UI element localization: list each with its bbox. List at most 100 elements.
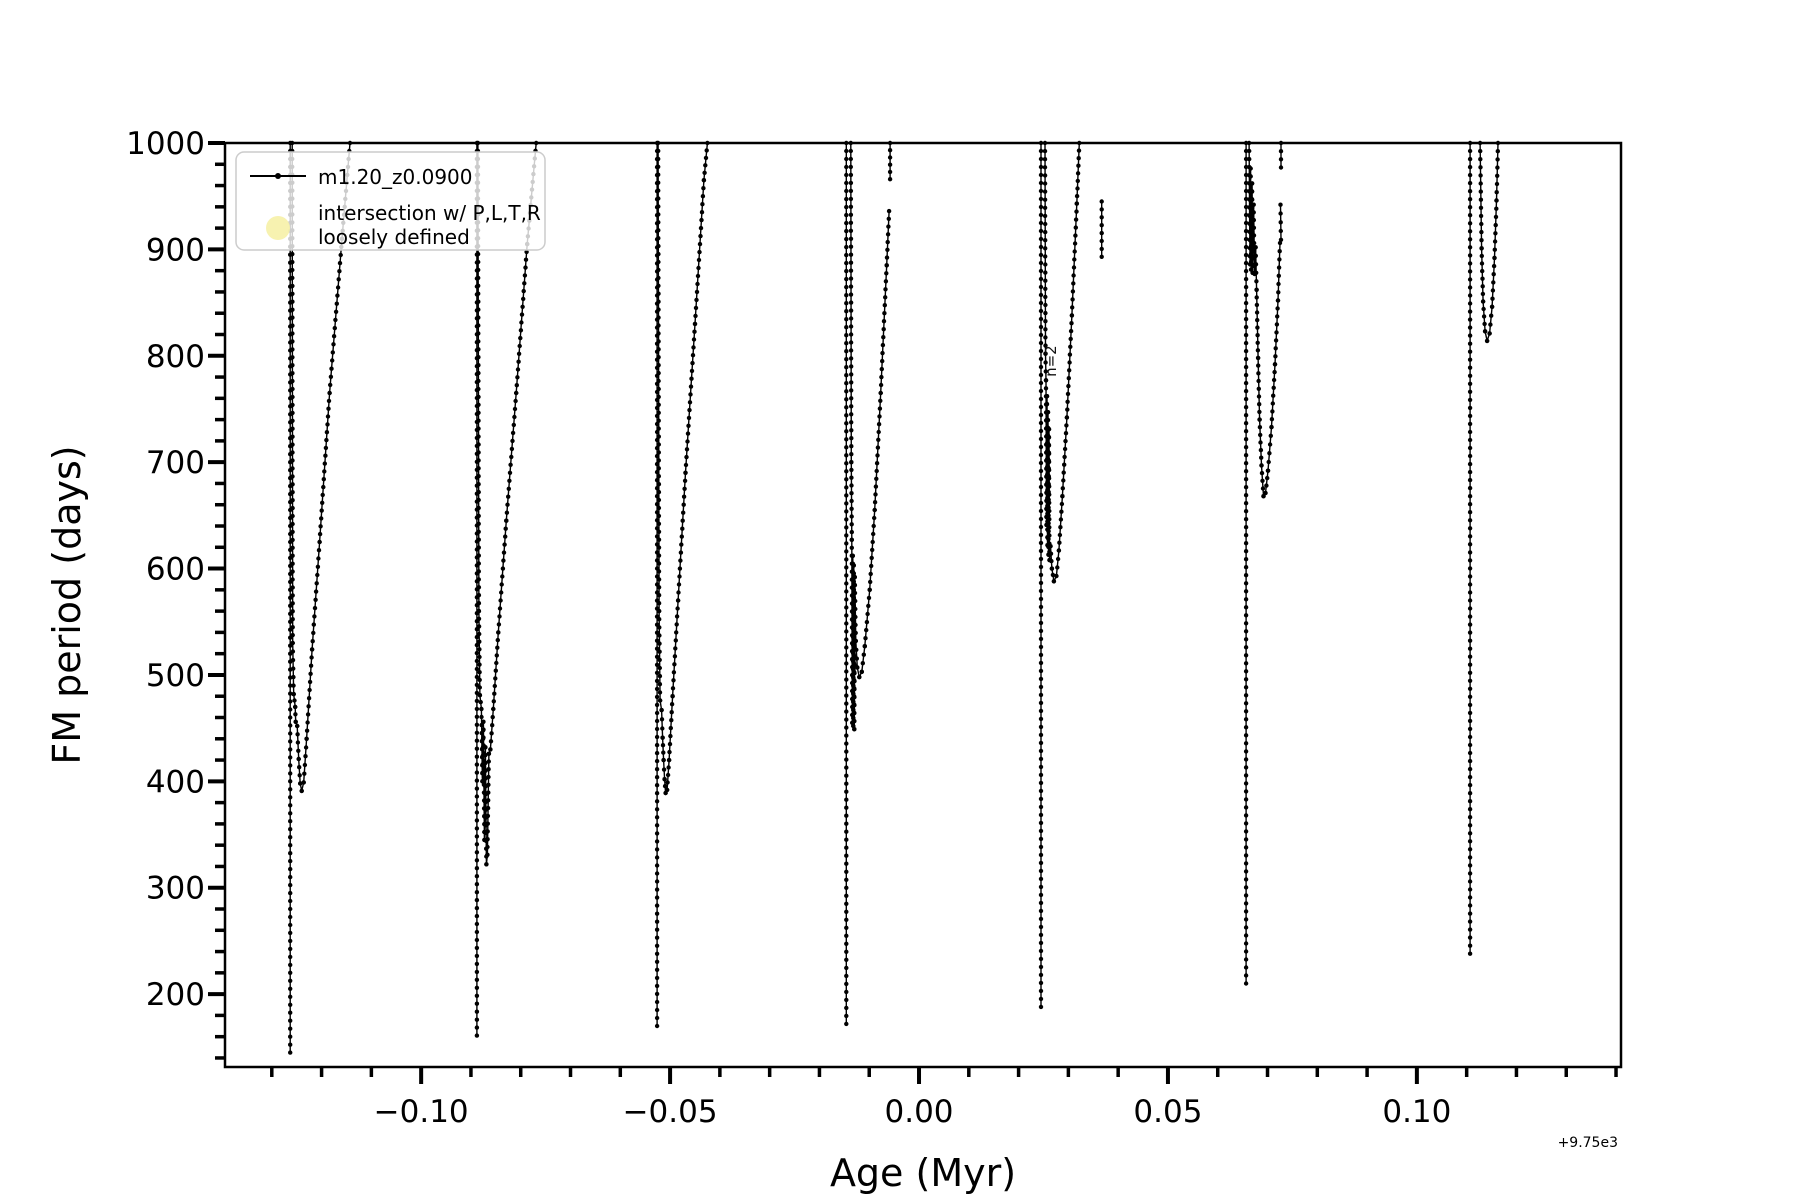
series-marker	[1051, 579, 1057, 584]
series-marker	[484, 862, 489, 867]
series-marker	[1494, 198, 1499, 203]
series-marker	[659, 717, 665, 722]
series-marker	[1251, 225, 1257, 230]
series-marker	[1099, 246, 1104, 252]
series-marker	[1060, 486, 1066, 491]
series-marker	[665, 772, 671, 778]
series-marker	[1258, 440, 1263, 445]
series-marker	[476, 450, 481, 455]
series-marker	[844, 869, 849, 874]
series-marker	[1467, 750, 1473, 756]
series-marker	[878, 390, 883, 396]
series-marker	[657, 625, 662, 630]
series-marker	[1467, 349, 1473, 354]
series-marker	[1099, 207, 1104, 212]
series-marker	[1059, 509, 1064, 514]
series-marker	[1243, 180, 1249, 186]
series-marker	[476, 482, 481, 487]
series-marker	[656, 331, 661, 336]
series-marker	[1038, 844, 1044, 850]
series-marker	[654, 678, 660, 684]
series-marker	[844, 148, 849, 154]
series-marker	[1467, 887, 1473, 892]
series-marker	[1467, 855, 1473, 860]
series-marker	[491, 699, 496, 704]
series-marker	[876, 429, 881, 435]
series-marker	[474, 754, 480, 759]
series-marker	[656, 363, 661, 368]
series-marker	[288, 1010, 293, 1015]
series-marker	[1495, 157, 1500, 162]
series-marker	[844, 268, 849, 274]
series-marker	[693, 313, 698, 319]
series-marker	[849, 467, 854, 473]
series-marker	[290, 529, 295, 535]
series-marker	[1063, 431, 1069, 436]
series-marker	[848, 196, 854, 202]
series-marker	[1065, 407, 1070, 412]
series-marker	[1038, 308, 1044, 314]
series-marker	[674, 614, 680, 619]
series-marker	[1270, 401, 1276, 406]
series-marker	[476, 529, 481, 534]
series-marker	[1260, 486, 1266, 491]
series-marker	[1243, 421, 1249, 426]
series-marker	[1491, 272, 1496, 277]
series-marker	[298, 781, 303, 786]
series-marker	[873, 492, 878, 497]
series-marker	[288, 906, 293, 912]
series-marker	[1047, 484, 1052, 489]
series-marker	[1488, 322, 1493, 327]
series-marker	[884, 255, 890, 260]
series-marker	[1243, 845, 1249, 850]
series-marker	[656, 529, 662, 534]
series-marker	[1467, 558, 1473, 563]
series-marker	[1250, 213, 1255, 219]
series-marker	[849, 380, 854, 385]
series-marker	[500, 566, 506, 571]
series-marker	[661, 767, 667, 772]
series-marker	[1467, 550, 1473, 555]
series-marker	[844, 829, 849, 834]
series-marker	[1243, 925, 1249, 930]
series-marker	[485, 844, 490, 850]
series-marker	[1248, 174, 1253, 179]
series-marker	[291, 691, 296, 697]
series-marker	[879, 366, 884, 372]
series-marker	[330, 358, 335, 363]
series-marker	[1038, 764, 1044, 770]
series-marker	[504, 510, 510, 515]
series-marker	[308, 671, 313, 676]
series-marker	[516, 359, 521, 364]
series-marker	[844, 741, 849, 746]
series-marker	[1046, 505, 1051, 510]
series-marker	[476, 561, 481, 566]
series-marker	[1066, 383, 1071, 389]
series-marker	[1075, 186, 1080, 191]
series-marker	[1494, 206, 1499, 211]
series-marker	[330, 350, 335, 355]
series-marker	[1070, 289, 1076, 294]
series-marker	[1243, 493, 1249, 498]
series-marker	[476, 410, 481, 415]
series-marker	[654, 903, 660, 908]
series-marker	[654, 542, 660, 547]
series-marker	[1478, 165, 1483, 170]
series-marker	[1467, 710, 1473, 716]
series-marker	[1038, 492, 1044, 498]
series-marker	[1278, 202, 1283, 207]
series-marker	[1254, 287, 1259, 292]
series-marker	[1243, 477, 1249, 482]
series-marker	[1070, 297, 1075, 302]
series-marker	[1255, 340, 1260, 345]
series-marker	[885, 232, 891, 237]
series-marker	[679, 534, 684, 539]
series-marker	[1467, 381, 1473, 386]
series-marker	[474, 714, 480, 719]
series-marker	[684, 454, 689, 460]
series-marker	[844, 461, 849, 466]
series-marker	[654, 638, 660, 643]
series-marker	[866, 603, 871, 609]
series-marker	[1038, 860, 1044, 866]
series-marker	[1243, 605, 1249, 610]
